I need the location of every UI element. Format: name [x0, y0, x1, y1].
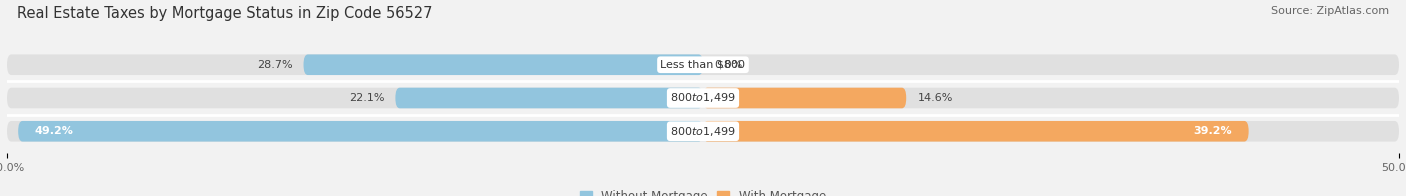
Text: 39.2%: 39.2% [1194, 126, 1232, 136]
Text: $800 to $1,499: $800 to $1,499 [671, 125, 735, 138]
FancyBboxPatch shape [7, 121, 1399, 142]
FancyBboxPatch shape [7, 88, 1399, 108]
Text: 22.1%: 22.1% [349, 93, 384, 103]
Legend: Without Mortgage, With Mortgage: Without Mortgage, With Mortgage [575, 185, 831, 196]
FancyBboxPatch shape [395, 88, 703, 108]
Text: 49.2%: 49.2% [35, 126, 73, 136]
Text: 28.7%: 28.7% [257, 60, 292, 70]
Text: Source: ZipAtlas.com: Source: ZipAtlas.com [1271, 6, 1389, 16]
Text: 0.0%: 0.0% [714, 60, 742, 70]
FancyBboxPatch shape [18, 121, 703, 142]
Text: Real Estate Taxes by Mortgage Status in Zip Code 56527: Real Estate Taxes by Mortgage Status in … [17, 6, 433, 21]
FancyBboxPatch shape [7, 54, 1399, 75]
FancyBboxPatch shape [703, 121, 1249, 142]
FancyBboxPatch shape [304, 54, 703, 75]
Text: 14.6%: 14.6% [917, 93, 953, 103]
FancyBboxPatch shape [703, 88, 907, 108]
Text: Less than $800: Less than $800 [661, 60, 745, 70]
Text: $800 to $1,499: $800 to $1,499 [671, 92, 735, 104]
